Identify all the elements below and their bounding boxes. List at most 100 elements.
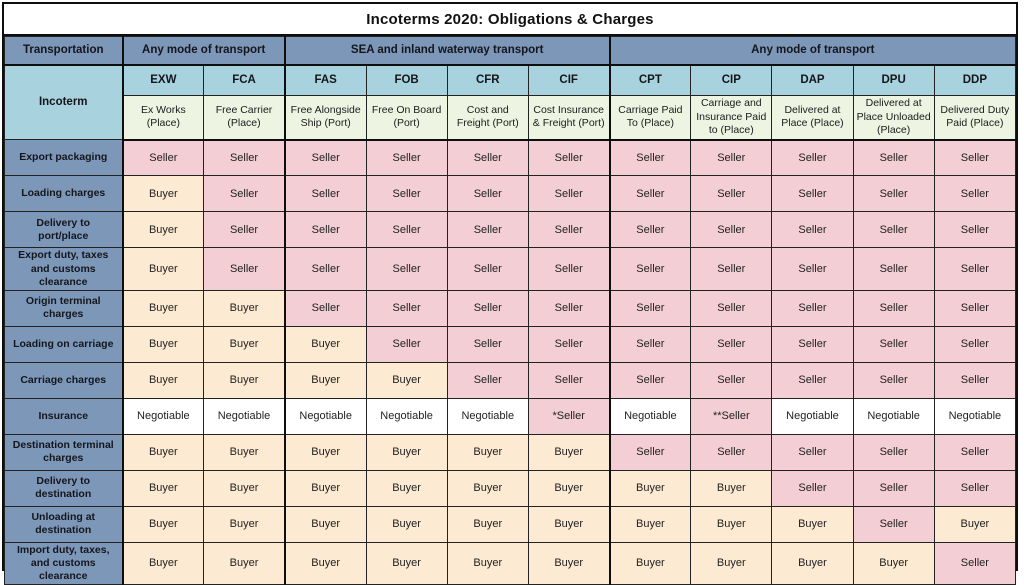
incoterm-code-cfr: CFR xyxy=(446,64,529,96)
obligation-cell: Seller xyxy=(690,433,773,471)
obligation-cell: Seller xyxy=(690,247,773,291)
incoterm-name-cif: Cost Insurance & Freight (Port) xyxy=(527,94,611,141)
obligation-cell: Seller xyxy=(690,139,773,177)
row-label: Origin terminal charges xyxy=(4,289,123,327)
obligation-cell: Seller xyxy=(771,361,854,399)
row-label: Delivery to destination xyxy=(4,469,123,507)
obligation-cell: Buyer xyxy=(771,541,854,585)
obligation-cell: Buyer xyxy=(690,541,773,585)
incoterm-code-cip: CIP xyxy=(690,64,773,96)
obligation-cell: Buyer xyxy=(690,505,773,543)
obligation-cell: Negotiable xyxy=(283,397,367,435)
obligation-cell: Buyer xyxy=(527,469,611,507)
incoterm-name-exw: Ex Works (Place) xyxy=(121,94,205,141)
obligation-cell: Buyer xyxy=(121,325,205,363)
obligation-cell: Seller xyxy=(527,175,611,213)
incoterm-code-cif: CIF xyxy=(527,64,611,96)
incoterm-name-cip: Carriage and Insurance Paid to (Place) xyxy=(690,94,773,141)
obligation-cell: Buyer xyxy=(203,433,286,471)
obligation-cell: Seller xyxy=(446,139,529,177)
obligation-cell: Seller xyxy=(365,139,448,177)
incoterm-code-ddp: DDP xyxy=(933,64,1017,96)
obligation-cell: Seller xyxy=(365,247,448,291)
table-row: Import duty, taxes, and customs clearanc… xyxy=(4,541,1017,585)
obligation-cell: Buyer xyxy=(365,505,448,543)
obligation-cell: Seller xyxy=(933,175,1017,213)
obligation-cell: Seller xyxy=(771,289,854,327)
obligation-cell: Seller xyxy=(527,325,611,363)
incoterm-code-exw: EXW xyxy=(121,64,205,96)
obligation-cell: Seller xyxy=(852,433,935,471)
obligation-cell: Seller xyxy=(365,211,448,249)
obligation-cell: Seller xyxy=(933,139,1017,177)
incoterm-code-row: Incoterm EXW FCA FAS FOB CFR CIF CPT CIP DAP DPU D… xyxy=(4,63,1017,141)
row-label: Loading charges xyxy=(4,175,123,213)
obligation-cell: Seller xyxy=(852,361,935,399)
obligation-cell: Seller xyxy=(608,433,692,471)
obligation-cell: Buyer xyxy=(446,505,529,543)
obligation-cell: Buyer xyxy=(203,469,286,507)
obligation-cell: Seller xyxy=(283,247,367,291)
incoterm-code-dpu: DPU xyxy=(852,64,935,96)
group-header-sea-inland: SEA and inland waterway transport xyxy=(283,36,611,66)
obligation-cell: Seller xyxy=(608,211,692,249)
table-row: Destination terminal charges Buyer Buyer Bu… xyxy=(4,433,1017,471)
obligation-cell: Seller xyxy=(690,289,773,327)
row-label: Carriage charges xyxy=(4,361,123,399)
incoterm-code-fas: FAS xyxy=(283,64,367,96)
obligation-cell: Buyer xyxy=(446,433,529,471)
obligation-cell: Seller xyxy=(933,325,1017,363)
obligation-cell: Negotiable xyxy=(446,397,529,435)
incoterm-header: Incoterm xyxy=(4,63,123,141)
obligation-cell: Buyer xyxy=(121,361,205,399)
obligation-cell: Seller xyxy=(852,505,935,543)
obligation-cell: Seller xyxy=(852,289,935,327)
obligation-cell: Seller xyxy=(446,325,529,363)
incoterm-name-ddp: Delivered Duty Paid (Place) xyxy=(933,94,1017,141)
obligation-cell: Buyer xyxy=(365,541,448,585)
incoterm-name-fas: Free Alongside Ship (Port) xyxy=(283,94,367,141)
obligation-cell: Negotiable xyxy=(933,397,1017,435)
obligation-cell: Seller xyxy=(933,247,1017,291)
obligation-cell: Seller xyxy=(933,469,1017,507)
obligation-cell: Seller xyxy=(933,289,1017,327)
obligation-cell: Seller xyxy=(527,361,611,399)
table-row: Delivery to port/place Buyer Seller Seller S… xyxy=(4,211,1017,249)
obligation-cell: Seller xyxy=(283,211,367,249)
obligation-cell: Seller xyxy=(283,289,367,327)
row-label: Delivery to port/place xyxy=(4,211,123,249)
incoterm-name-dap: Delivered at Place (Place) xyxy=(771,94,854,141)
table-row: Loading on carriage Buyer Buyer Buyer Seller… xyxy=(4,325,1017,363)
obligation-cell: Negotiable xyxy=(365,397,448,435)
obligation-cell: Buyer xyxy=(121,469,205,507)
obligation-cell: Seller xyxy=(690,211,773,249)
incoterms-table: Transportation Any mode of transport SEA… xyxy=(4,36,1017,585)
row-label: Unloading at destination xyxy=(4,505,123,543)
obligation-cell: Seller xyxy=(608,175,692,213)
obligation-cell: Negotiable xyxy=(203,397,286,435)
obligation-cell: Buyer xyxy=(608,541,692,585)
obligation-cell: Seller xyxy=(771,325,854,363)
obligation-cell: Buyer xyxy=(121,505,205,543)
obligation-cell: Buyer xyxy=(203,289,286,327)
obligation-cell: Seller xyxy=(852,325,935,363)
table-row: Origin terminal charges Buyer Buyer Seller S… xyxy=(4,289,1017,327)
obligation-cell: Seller xyxy=(690,361,773,399)
obligation-cell: Seller xyxy=(771,175,854,213)
obligation-cell: Buyer xyxy=(690,469,773,507)
obligation-cell: Buyer xyxy=(121,541,205,585)
table-row: Unloading at destination Buyer Buyer Buyer B… xyxy=(4,505,1017,543)
obligation-cell: **Seller xyxy=(690,397,773,435)
obligation-cell: Buyer xyxy=(203,325,286,363)
obligation-cell: Seller xyxy=(527,247,611,291)
row-label: Import duty, taxes, and customs clearanc… xyxy=(4,541,123,585)
obligation-cell: Buyer xyxy=(283,541,367,585)
obligation-cell: Seller xyxy=(446,211,529,249)
obligation-cell: Seller xyxy=(283,175,367,213)
incoterm-name-cfr: Cost and Freight (Port) xyxy=(446,94,529,141)
obligation-cell: Buyer xyxy=(283,325,367,363)
obligation-cell: Buyer xyxy=(283,505,367,543)
obligation-cell: Seller xyxy=(771,433,854,471)
obligation-cell: Seller xyxy=(527,211,611,249)
obligation-cell: Buyer xyxy=(527,433,611,471)
